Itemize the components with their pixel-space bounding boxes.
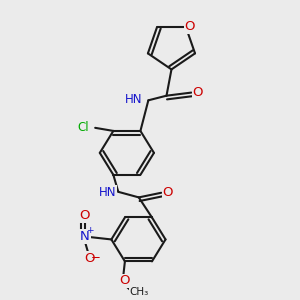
- Text: Cl: Cl: [78, 121, 89, 134]
- Text: CH₃: CH₃: [130, 287, 149, 297]
- Text: O: O: [119, 274, 130, 287]
- Text: HN: HN: [99, 186, 117, 199]
- Text: O: O: [163, 186, 173, 199]
- Text: O: O: [85, 252, 95, 265]
- Text: +: +: [86, 226, 93, 235]
- Text: N: N: [80, 230, 90, 243]
- Text: HN: HN: [125, 93, 142, 106]
- Text: O: O: [185, 20, 195, 33]
- Text: −: −: [91, 251, 101, 265]
- Text: O: O: [193, 86, 203, 99]
- Text: O: O: [80, 209, 90, 222]
